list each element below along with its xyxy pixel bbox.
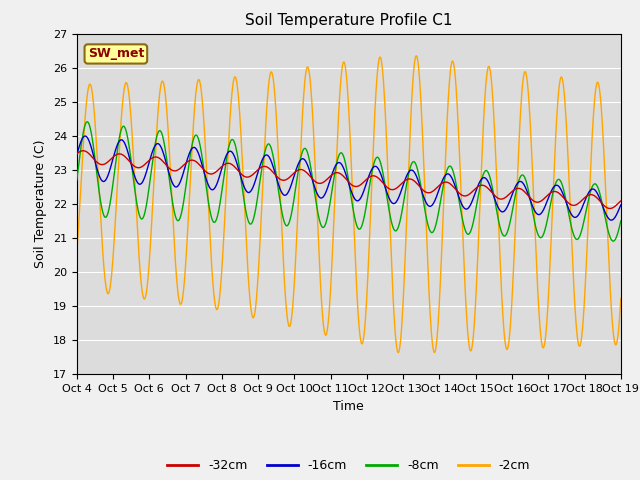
Text: SW_met: SW_met <box>88 48 144 60</box>
X-axis label: Time: Time <box>333 400 364 413</box>
Legend: -32cm, -16cm, -8cm, -2cm: -32cm, -16cm, -8cm, -2cm <box>162 454 536 477</box>
Title: Soil Temperature Profile C1: Soil Temperature Profile C1 <box>245 13 452 28</box>
Y-axis label: Soil Temperature (C): Soil Temperature (C) <box>35 140 47 268</box>
